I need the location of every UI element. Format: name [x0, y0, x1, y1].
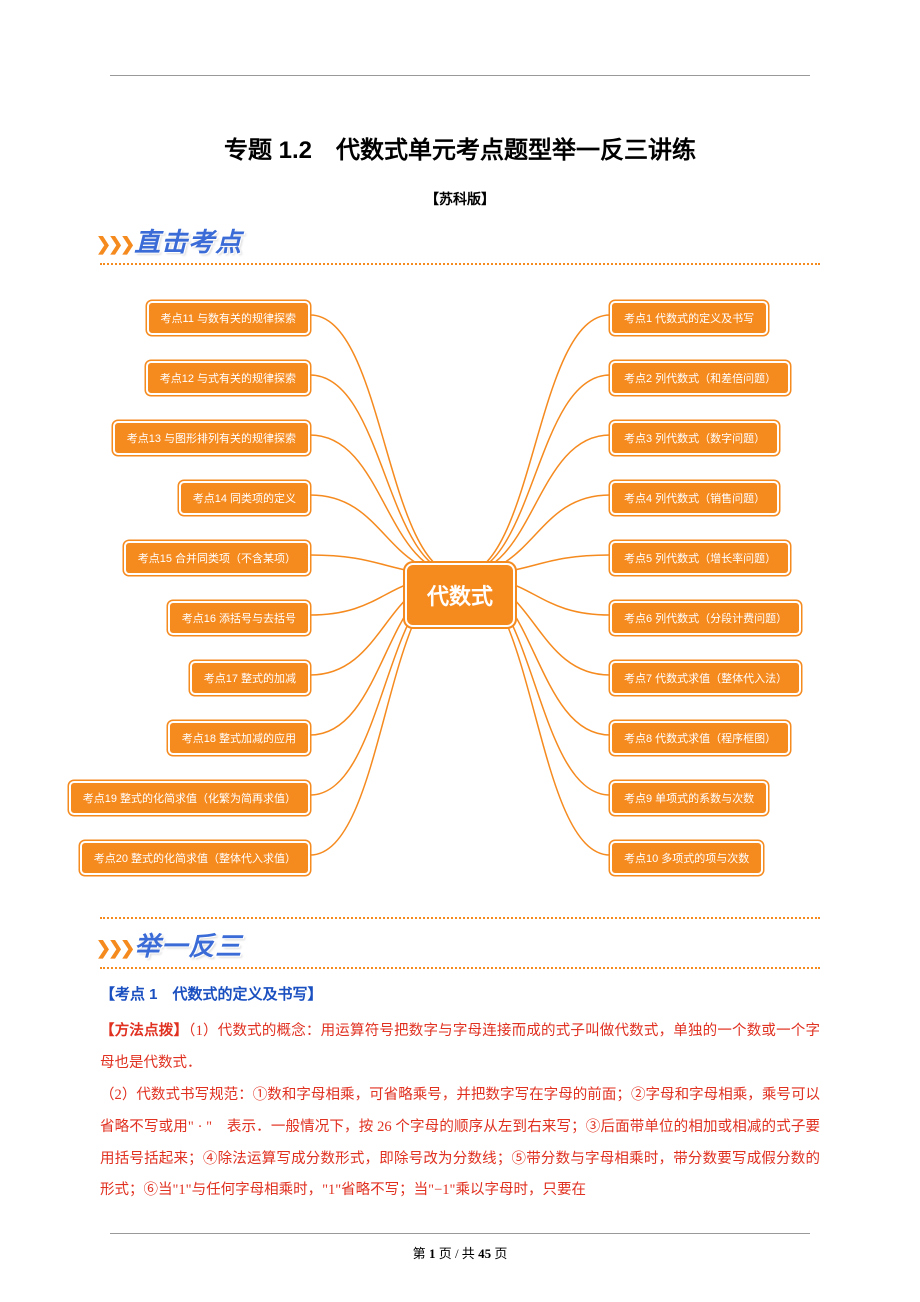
mindmap-node: 考点6 列代数式（分段计费问题） [610, 601, 801, 635]
mindmap-center-node: 代数式 [405, 563, 515, 627]
mindmap-node: 考点20 整式的化简求值（整体代入求值） [80, 841, 310, 875]
subtitle: 【苏科版】 [100, 189, 820, 209]
mindmap-node: 考点2 列代数式（和差倍问题） [610, 361, 790, 395]
top-rule [110, 75, 810, 76]
mindmap-node: 考点19 整式的化简求值（化繁为简再求值） [69, 781, 310, 815]
banner-text-2: 举一反三 [134, 926, 242, 963]
mindmap-node: 考点1 代数式的定义及书写 [610, 301, 768, 335]
page-footer: 第 1 页 / 共 45 页 [0, 1243, 920, 1262]
paragraph-2: （2）代数式书写规范：①数和字母相乘，可省略乘号，并把数字写在字母的前面；②字母… [100, 1080, 820, 1208]
banner-text-1: 直击考点 [134, 222, 242, 259]
mindmap-node: 考点15 合并同类项（不含某项） [124, 541, 310, 575]
page-title: 专题 1.2 代数式单元考点题型举一反三讲练 [100, 130, 820, 165]
dotted-rule [100, 917, 820, 919]
mindmap-node: 考点18 整式加减的应用 [168, 721, 310, 755]
chevron-icon: ❯❯❯ [96, 234, 132, 255]
mindmap-node: 考点7 代数式求值（整体代入法） [610, 661, 801, 695]
mindmap-node: 考点9 单项式的系数与次数 [610, 781, 768, 815]
bottom-rule [110, 1233, 810, 1234]
mindmap-node: 考点5 列代数式（增长率问题） [610, 541, 790, 575]
para1-text: （1）代数式的概念：用运算符号把数字与字母连接而成的式子叫做代数式，单独的一个数… [100, 1023, 820, 1071]
mindmap-node: 考点13 与图形排列有关的规律探索 [113, 421, 310, 455]
section-banner-1: ❯❯❯ 直击考点 [96, 225, 820, 261]
footer-mid: 页 / 共 [435, 1246, 478, 1261]
mindmap-node: 考点17 整式的加减 [190, 661, 310, 695]
chevron-icon: ❯❯❯ [96, 938, 132, 959]
mindmap-node: 考点11 与数有关的规律探索 [147, 301, 310, 335]
mindmap-node: 考点16 添括号与去括号 [168, 601, 310, 635]
paragraph-1: 【方法点拨】（1）代数式的概念：用运算符号把数字与字母连接而成的式子叫做代数式，… [100, 1016, 820, 1080]
section-banner-2: ❯❯❯ 举一反三 [96, 929, 820, 965]
mindmap-node: 考点8 代数式求值（程序框图） [610, 721, 790, 755]
footer-suffix: 页 [491, 1246, 507, 1261]
dotted-rule [100, 967, 820, 969]
footer-total: 45 [478, 1246, 491, 1261]
method-label: 【方法点拨】 [100, 1023, 188, 1039]
mindmap: 代数式 考点11 与数有关的规律探索考点12 与式有关的规律探索考点13 与图形… [100, 275, 820, 915]
footer-prefix: 第 [413, 1246, 429, 1261]
mindmap-node: 考点14 同类项的定义 [179, 481, 310, 515]
mindmap-node: 考点12 与式有关的规律探索 [146, 361, 310, 395]
dotted-rule [100, 263, 820, 265]
mindmap-node: 考点10 多项式的项与次数 [610, 841, 763, 875]
mindmap-node: 考点4 列代数式（销售问题） [610, 481, 779, 515]
topic-heading: 【考点 1 代数式的定义及书写】 [100, 983, 820, 1004]
mindmap-node: 考点3 列代数式（数字问题） [610, 421, 779, 455]
